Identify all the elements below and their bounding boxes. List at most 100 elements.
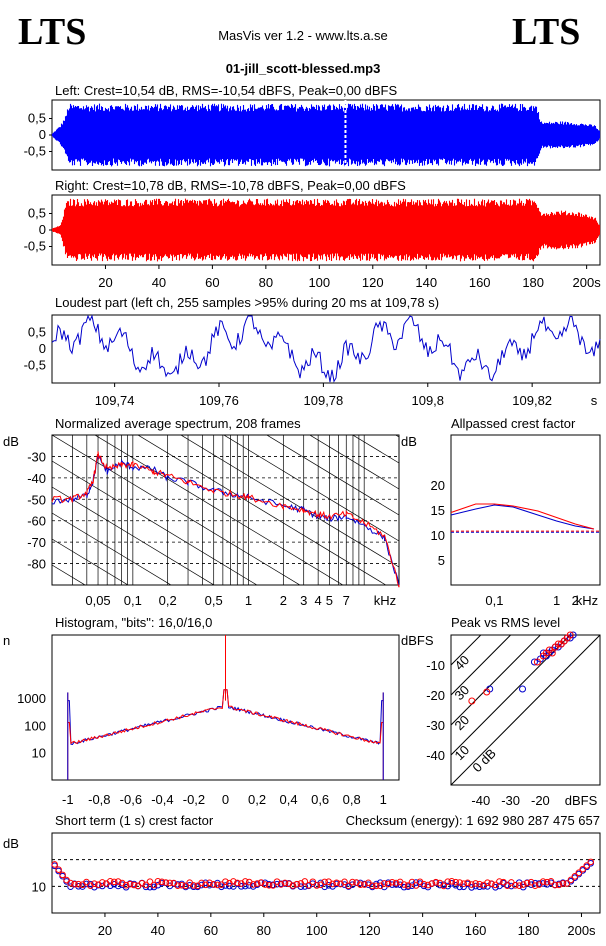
short-crest-point-right — [488, 880, 495, 887]
crest-series-right — [450, 503, 595, 530]
short-crest-point-right — [515, 882, 523, 889]
short-crest-point-left — [206, 881, 213, 889]
short-crest-title: Short term (1 s) crest factor — [55, 813, 214, 828]
spectrum-xtick: 1 — [245, 593, 252, 608]
right-waveform-xtick: 80 — [259, 275, 273, 290]
right-waveform-ytick: 0 — [39, 222, 46, 237]
short-crest-point-left — [325, 882, 332, 889]
peak-rms-diagonal-label: 20 — [451, 712, 472, 733]
crest-xtick: 1 — [553, 593, 560, 608]
short-crest-point-right — [106, 877, 114, 885]
spectrum-ytick: -50 — [27, 492, 46, 507]
histogram-xtick: 0,6 — [311, 792, 329, 807]
short-crest-point-right — [293, 880, 301, 888]
loudest-xtick: 109,82 — [512, 393, 552, 408]
spectrum-title: Normalized average spectrum, 208 frames — [55, 416, 301, 431]
short-crest-point-right — [110, 878, 118, 886]
short-crest-point-right — [234, 879, 241, 887]
left-waveform-ytick: -0,5 — [24, 144, 46, 159]
short-crest-point-right — [400, 881, 408, 888]
peak-rms-diagonals — [451, 635, 600, 785]
short-crest-point-right — [519, 881, 527, 888]
spectrum-slope-line — [52, 486, 215, 585]
short-crest-point-left — [476, 883, 483, 891]
short-crest-xtick: 40 — [151, 923, 165, 938]
short-crest-point-right — [281, 879, 289, 887]
short-crest-point-right — [51, 861, 58, 868]
right-waveform-title: Right: Crest=10,78 dB, RMS=-10,78 dBFS, … — [55, 178, 406, 193]
crest-xtick: 0,1 — [485, 593, 503, 608]
peak-rms-title: Peak vs RMS level — [451, 615, 560, 630]
spectrum-ylabel: dB — [3, 434, 19, 449]
short-crest-frame — [51, 832, 601, 914]
spectrum-slope-line — [94, 435, 344, 585]
right-waveform-ytick: -0,5 — [24, 239, 46, 254]
short-crest-point-right — [305, 881, 313, 889]
short-crest-point-right — [301, 878, 309, 885]
peak-rms-diagonal — [451, 635, 542, 726]
spectrum-xtick: 4 — [315, 593, 322, 608]
short-crest-point-right — [126, 880, 134, 888]
short-crest-point-left — [75, 882, 82, 890]
spectrum-slope-line — [309, 435, 399, 490]
histogram-title: Histogram, "bits": 16,0/16,0 — [55, 615, 212, 630]
short-crest-point-right — [448, 877, 456, 885]
short-crest-point-right — [349, 878, 356, 886]
spectrum-slope-line — [52, 538, 129, 585]
loudest-trace — [51, 314, 601, 383]
spectrum-ytick: -30 — [27, 449, 46, 464]
short-crest-point-right — [412, 882, 420, 889]
short-crest-point-right — [67, 879, 74, 887]
crest-xtick: 2 — [572, 593, 579, 608]
logo-right: LTS — [512, 11, 580, 53]
short-crest-ylabel: dB — [3, 836, 19, 851]
right-waveform-xtick: 20 — [98, 275, 112, 290]
peak-rms-diagonal — [451, 635, 600, 785]
crest-ytick: 20 — [431, 478, 445, 493]
short-crest-point-left — [357, 879, 364, 887]
short-crest-point-right — [178, 881, 186, 889]
spectrum-ytick: -40 — [27, 471, 46, 486]
short-crest-point-right — [285, 880, 293, 888]
short-crest-point-right — [464, 879, 471, 887]
spectrum-ytick: -80 — [27, 557, 46, 572]
short-crest-point-left — [472, 882, 479, 890]
short-crest-point-left — [400, 883, 408, 891]
histogram-ytick: 1000 — [17, 691, 46, 706]
short-crest-point-right — [277, 881, 285, 888]
short-crest-point-right — [87, 882, 94, 889]
peak-rms-diagonal-label: 0 dB — [469, 746, 499, 776]
short-crest-point-right — [452, 878, 460, 886]
short-crest-point-right — [309, 878, 317, 886]
short-crest-point-right — [83, 878, 90, 886]
checksum-label: Checksum (energy): 1 692 980 287 475 657 — [346, 813, 600, 828]
short-crest-point-left — [214, 879, 221, 887]
short-crest-point-right — [388, 878, 396, 886]
left-waveform-trace — [51, 103, 601, 167]
short-crest-point-right — [146, 878, 154, 885]
short-crest-point-right — [527, 878, 535, 886]
short-crest-point-right — [500, 878, 507, 886]
peak-rms-ytick: -10 — [426, 658, 445, 673]
short-crest-point-right — [345, 882, 352, 890]
short-crest-point-right — [380, 880, 388, 887]
file-name: 01-jill_scott-blessed.mp3 — [226, 61, 381, 76]
short-crest-point-right — [91, 880, 98, 887]
short-crest-point-right — [265, 882, 273, 889]
crest-series-left — [450, 504, 595, 530]
histogram-xtick: 0 — [222, 792, 229, 807]
right-waveform-ytick: 0,5 — [28, 206, 46, 221]
short-crest-xtick: 60 — [204, 923, 218, 938]
short-crest-point-right — [122, 881, 130, 889]
short-crest-point-right — [583, 862, 591, 869]
short-crest-point-right — [289, 882, 297, 889]
short-crest-point-right — [392, 879, 400, 887]
short-crest-point-right — [55, 866, 62, 873]
short-crest-xtick: 180 — [518, 923, 540, 938]
crest-ytick: 10 — [431, 528, 445, 543]
peak-rms-point-right — [548, 649, 556, 657]
short-crest-point-right — [424, 881, 432, 889]
loudest-xtick: s — [591, 393, 598, 408]
short-crest-point-right — [261, 881, 269, 888]
